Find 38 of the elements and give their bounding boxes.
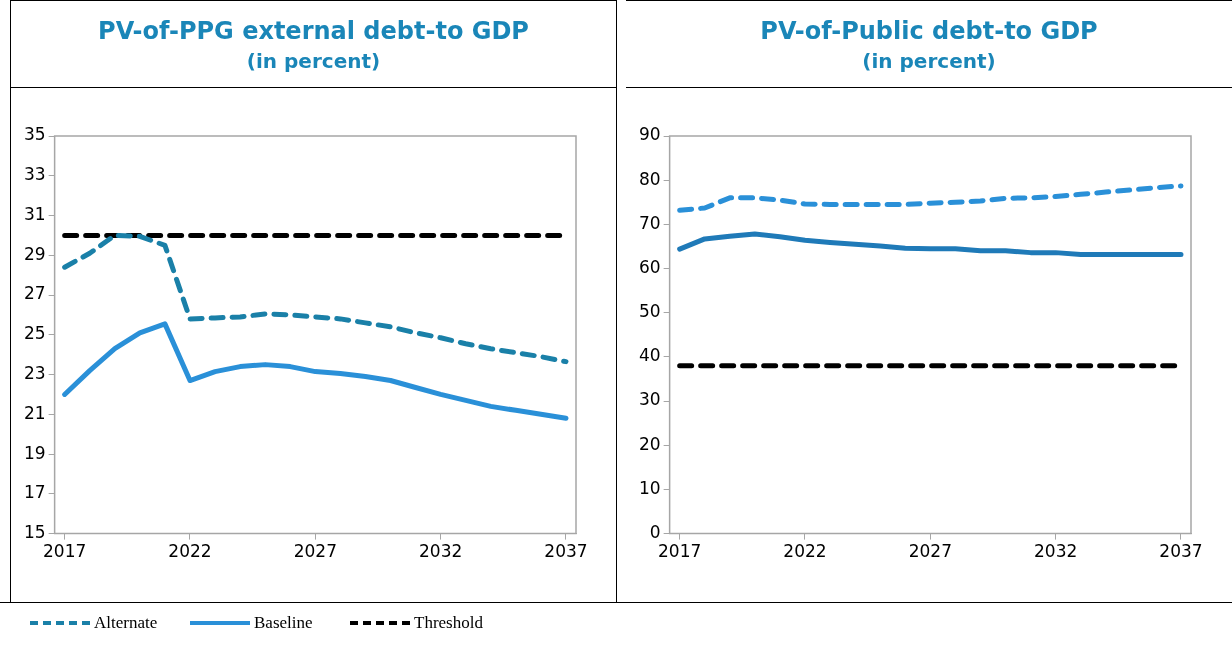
y-tick-label: 50 bbox=[638, 301, 661, 322]
x-tick-label: 2037 bbox=[544, 541, 588, 562]
y-tick-label: 31 bbox=[23, 203, 46, 224]
y-tick-label: 19 bbox=[23, 442, 46, 463]
y-tick-label: 0 bbox=[649, 522, 661, 543]
chart-subtitle: (in percent) bbox=[861, 49, 997, 73]
y-tick-label: 21 bbox=[23, 402, 46, 423]
y-tick-label: 20 bbox=[638, 433, 661, 454]
y-tick-label: 70 bbox=[638, 212, 661, 233]
x-tick-label: 2017 bbox=[43, 541, 87, 562]
x-tick-label: 2022 bbox=[783, 541, 827, 562]
legend-label: Alternate bbox=[94, 613, 158, 633]
x-tick-label: 2017 bbox=[658, 541, 702, 562]
y-tick-label: 17 bbox=[23, 482, 46, 503]
x-tick-label: 2037 bbox=[1159, 541, 1203, 562]
x-tick-label: 2032 bbox=[419, 541, 463, 562]
x-tick-label: 2032 bbox=[1034, 541, 1078, 562]
chart-title: PV-of-PPG external debt-to GDP bbox=[97, 16, 530, 45]
chart-title: PV-of-Public debt-to GDP bbox=[759, 16, 1099, 45]
y-tick-label: 25 bbox=[23, 323, 46, 344]
x-tick-label: 2022 bbox=[168, 541, 212, 562]
legend-label: Threshold bbox=[414, 613, 483, 633]
y-tick-label: 80 bbox=[638, 168, 661, 189]
y-tick-label: 30 bbox=[638, 389, 661, 410]
chart-subtitle: (in percent) bbox=[245, 49, 382, 73]
y-tick-label: 60 bbox=[638, 256, 661, 277]
x-tick-label: 2027 bbox=[293, 541, 337, 562]
y-tick-label: 27 bbox=[23, 283, 46, 304]
x-tick-label: 2027 bbox=[908, 541, 952, 562]
y-tick-label: 90 bbox=[638, 124, 661, 145]
y-tick-label: 10 bbox=[638, 477, 661, 498]
y-tick-label: 33 bbox=[23, 164, 46, 185]
y-tick-label: 15 bbox=[23, 522, 46, 543]
y-tick-label: 29 bbox=[23, 243, 46, 264]
y-tick-label: 35 bbox=[23, 124, 46, 145]
y-tick-label: 23 bbox=[23, 362, 46, 383]
y-tick-label: 40 bbox=[638, 345, 661, 366]
legend-label: Baseline bbox=[254, 613, 313, 633]
